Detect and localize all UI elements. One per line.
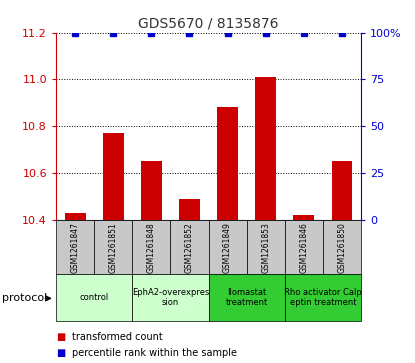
Text: ■: ■ bbox=[56, 332, 65, 342]
Bar bbox=[103, 133, 124, 220]
Text: protocol: protocol bbox=[2, 293, 47, 303]
Text: Ilomastat
treatment: Ilomastat treatment bbox=[225, 288, 268, 307]
Bar bbox=[65, 213, 85, 220]
Bar bbox=[323, 220, 361, 274]
Bar bbox=[293, 215, 314, 220]
Bar bbox=[141, 161, 162, 220]
Bar bbox=[132, 274, 209, 321]
Bar bbox=[132, 220, 171, 274]
Text: GSM1261847: GSM1261847 bbox=[71, 222, 80, 273]
Bar bbox=[217, 107, 238, 220]
Text: Rho activator Calp
eptin treatment: Rho activator Calp eptin treatment bbox=[284, 288, 362, 307]
Text: GSM1261846: GSM1261846 bbox=[299, 222, 308, 273]
Text: control: control bbox=[80, 293, 109, 302]
Text: GSM1261852: GSM1261852 bbox=[185, 222, 194, 273]
Text: ■: ■ bbox=[56, 348, 65, 358]
Bar bbox=[56, 220, 94, 274]
Text: GSM1261849: GSM1261849 bbox=[223, 222, 232, 273]
Bar bbox=[56, 274, 132, 321]
Bar bbox=[332, 161, 352, 220]
Bar bbox=[171, 220, 209, 274]
Bar bbox=[179, 199, 200, 220]
Title: GDS5670 / 8135876: GDS5670 / 8135876 bbox=[138, 16, 279, 30]
Bar bbox=[94, 220, 132, 274]
Text: transformed count: transformed count bbox=[72, 332, 163, 342]
Bar bbox=[247, 220, 285, 274]
Bar bbox=[285, 274, 361, 321]
Text: EphA2-overexpres
sion: EphA2-overexpres sion bbox=[132, 288, 209, 307]
Bar bbox=[285, 220, 323, 274]
Bar bbox=[209, 274, 285, 321]
Text: GSM1261848: GSM1261848 bbox=[147, 222, 156, 273]
Text: GSM1261850: GSM1261850 bbox=[337, 222, 347, 273]
Text: GSM1261851: GSM1261851 bbox=[109, 222, 118, 273]
Bar bbox=[209, 220, 247, 274]
Text: GSM1261853: GSM1261853 bbox=[261, 222, 270, 273]
Text: percentile rank within the sample: percentile rank within the sample bbox=[72, 348, 237, 358]
Bar bbox=[255, 77, 276, 220]
